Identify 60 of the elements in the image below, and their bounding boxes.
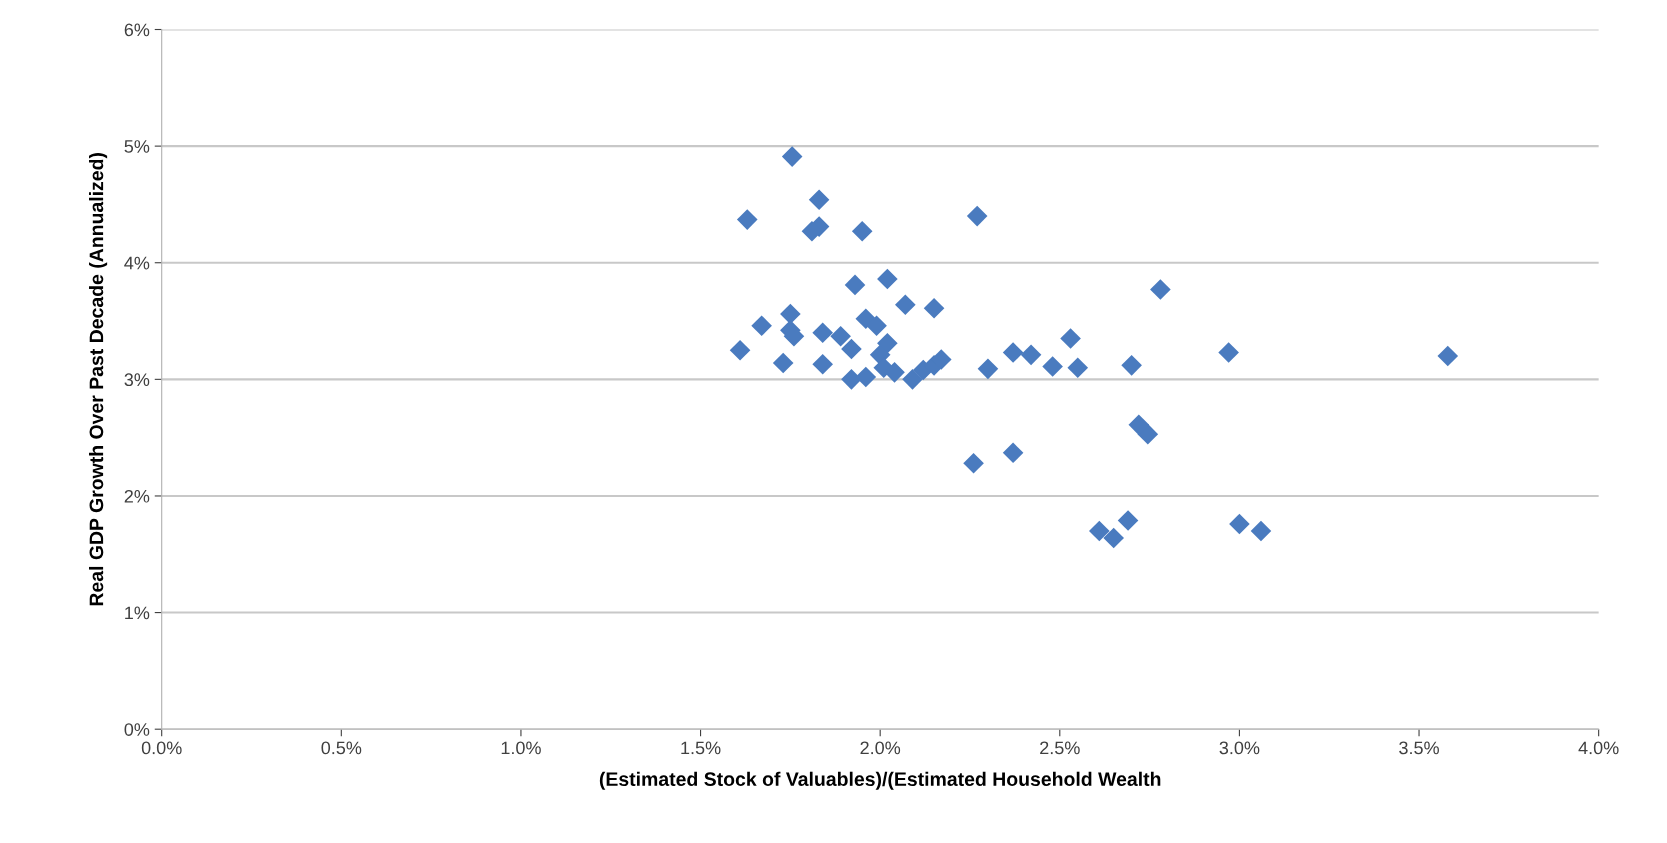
x-tick-label: 2.5% xyxy=(1040,741,1080,755)
y-tick-label: 1% xyxy=(125,606,150,620)
point xyxy=(1117,510,1139,531)
point xyxy=(812,353,833,375)
point xyxy=(1250,520,1272,542)
point xyxy=(844,274,866,296)
point xyxy=(841,369,862,390)
point xyxy=(855,366,877,388)
x-tick-label: 3.5% xyxy=(1399,741,1439,755)
point xyxy=(781,146,803,167)
y-tick-label: 5% xyxy=(124,140,150,153)
point xyxy=(841,338,862,360)
y-tick-label: 6% xyxy=(124,23,150,37)
y-tick-label: 2% xyxy=(124,489,150,503)
y-tick-label: 0% xyxy=(124,723,150,736)
y-tick-label: 4% xyxy=(124,256,150,270)
point xyxy=(977,358,999,380)
x-tick-label: 3.0% xyxy=(1219,741,1260,755)
point xyxy=(1002,442,1024,464)
point xyxy=(877,268,898,290)
point xyxy=(1128,414,1150,436)
x-tick-label: 1.0% xyxy=(501,741,541,755)
point xyxy=(736,209,758,230)
point xyxy=(780,303,801,325)
x-tick-label: 0.5% xyxy=(321,741,362,755)
x-tick-label: 1.5% xyxy=(681,741,721,755)
point xyxy=(1042,356,1063,377)
point xyxy=(902,369,923,390)
point xyxy=(895,294,916,316)
point xyxy=(877,332,898,354)
point xyxy=(1137,423,1159,445)
point xyxy=(1020,344,1042,366)
point xyxy=(966,205,988,227)
x-tick-label: 4.0% xyxy=(1578,741,1619,755)
x-tick-label: 0.0% xyxy=(141,741,182,755)
point xyxy=(751,315,772,337)
point xyxy=(1150,279,1171,300)
point xyxy=(963,453,984,474)
point xyxy=(1103,527,1124,549)
point xyxy=(812,322,833,343)
point xyxy=(884,362,905,383)
x-tick-label: 2.0% xyxy=(860,741,901,755)
point xyxy=(1121,355,1142,376)
point xyxy=(866,315,887,337)
point xyxy=(1002,342,1024,363)
point xyxy=(1218,342,1239,363)
point xyxy=(729,339,751,361)
point xyxy=(1229,513,1250,535)
point xyxy=(830,325,851,347)
point xyxy=(1089,520,1110,542)
y-tick-label: 3% xyxy=(124,373,150,387)
y-axis-title: Real GDP Growth Over Past Decade (Annualized) xyxy=(89,153,108,606)
point xyxy=(1067,357,1089,378)
point xyxy=(772,352,794,374)
point xyxy=(1060,328,1081,349)
point xyxy=(923,297,945,319)
point xyxy=(851,220,873,242)
point xyxy=(1437,345,1459,367)
point xyxy=(808,189,830,211)
x-axis-title: (Estimated Stock of Valuables)/(Estimated Household Wealth xyxy=(599,771,1161,790)
